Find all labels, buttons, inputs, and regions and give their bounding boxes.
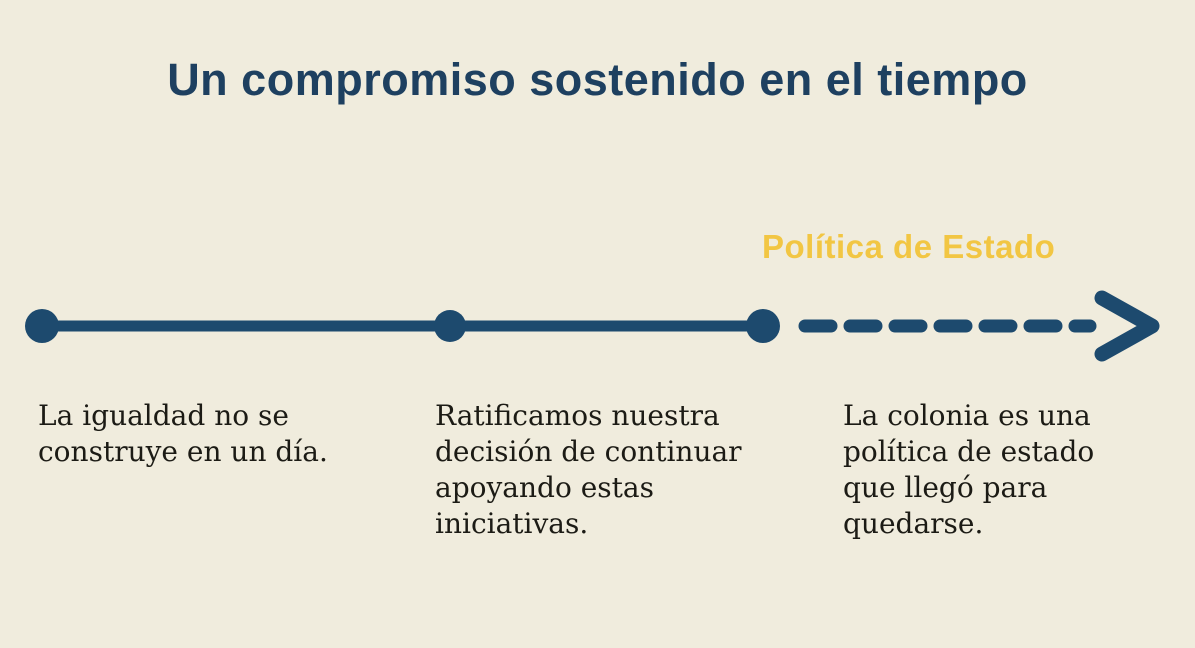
milestone-text-3: La colonia es una política de estado que… (843, 398, 1094, 542)
milestone-text-2: Ratificamos nuestra decisión de continua… (435, 398, 742, 542)
milestone-text-line: política de estado (843, 435, 1095, 468)
timeline-graphic (25, 290, 1160, 362)
slide-title: Un compromiso sostenido en el tiempo (167, 54, 1028, 105)
milestone-text-line: La igualdad no se (38, 399, 289, 432)
timeline-dot-1 (25, 309, 59, 343)
timeline-dot-3 (746, 309, 780, 343)
milestone-text-line: iniciativas. (435, 507, 589, 540)
phase-label: Política de Estado (762, 228, 1056, 265)
milestone-text-line: Ratificamos nuestra (435, 399, 720, 432)
milestone-text-line: construye en un día. (38, 435, 328, 468)
milestone-text-line: decisión de continuar (435, 435, 742, 468)
milestone-text-line: quedarse. (843, 507, 984, 540)
timeline-arrowhead-icon (1094, 290, 1160, 362)
milestone-text-1: La igualdad no se construye en un día. (38, 398, 328, 470)
milestone-text-line: que llegó para (843, 471, 1048, 504)
milestone-text-line: apoyando estas (435, 471, 654, 504)
timeline-dot-2 (434, 310, 466, 342)
milestone-text-line: La colonia es una (843, 399, 1091, 432)
